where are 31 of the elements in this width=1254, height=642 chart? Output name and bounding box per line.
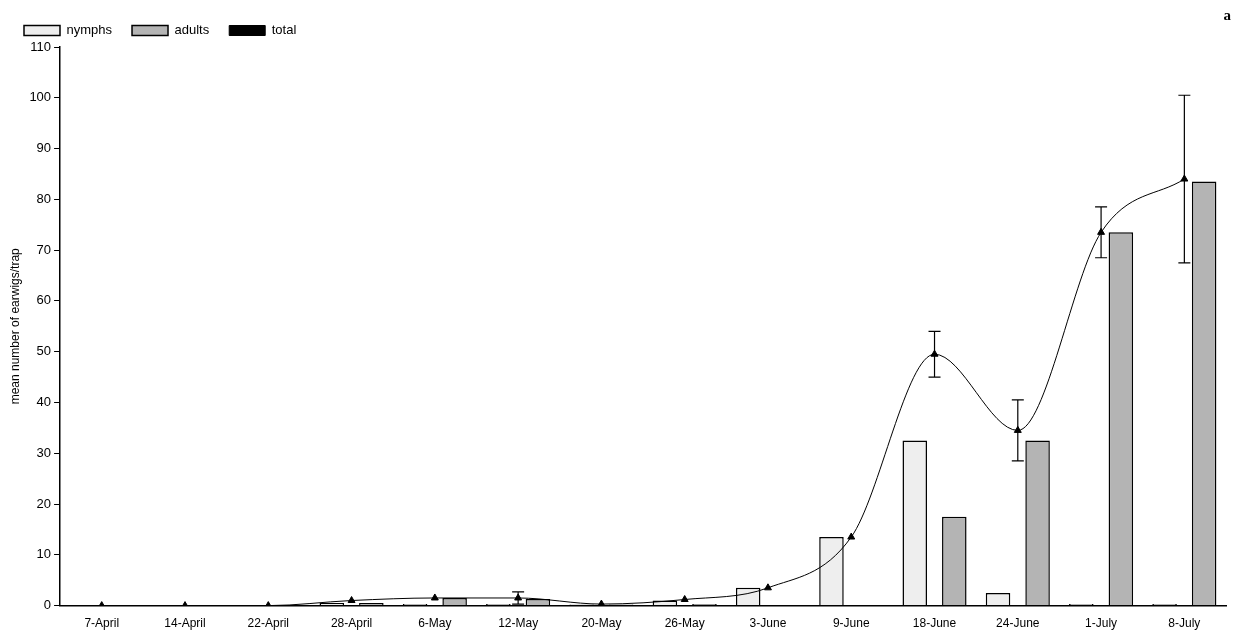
y-axis-title: mean number of earwigs/trap [7,247,22,405]
y-tick-label: 80 [36,190,52,206]
x-tick-label: 20-May [581,616,622,631]
y-tick-label: 60 [36,292,52,308]
y-tick-label: 0 [43,597,52,613]
legend-label: nymphs [66,22,113,38]
y-tick-label: 30 [36,444,52,460]
x-tick-label: 22-April [247,616,289,631]
x-tick-label: 8-July [1168,616,1201,631]
y-tick-label: 50 [36,343,52,359]
legend-label: total [271,22,297,38]
x-tick-label: 14-April [164,616,206,631]
y-tick-label: 40 [36,394,52,410]
x-tick-label: 28-April [330,616,373,631]
legend-label: adults [174,22,210,38]
x-tick-label: 12-May [498,616,539,631]
y-tick-label: 70 [36,241,52,257]
y-tick-label: 110 [30,38,52,54]
x-tick-label: 18-June [912,616,957,631]
text: a [1223,6,1232,23]
y-tick-label: 90 [36,140,52,156]
x-tick-label: 9-June [832,616,870,631]
x-tick-label: 7-April [84,616,120,631]
x-tick-label: 26-May [664,616,705,631]
y-tick-label: 20 [36,495,52,511]
x-tick-label: 3-June [749,616,787,631]
y-tick-label: 10 [36,546,52,562]
x-tick-label: 1-July [1085,616,1118,631]
y-tick-label: 100 [29,89,52,105]
x-tick-label: 6-May [418,616,452,631]
x-tick-label: 24-June [996,616,1040,631]
